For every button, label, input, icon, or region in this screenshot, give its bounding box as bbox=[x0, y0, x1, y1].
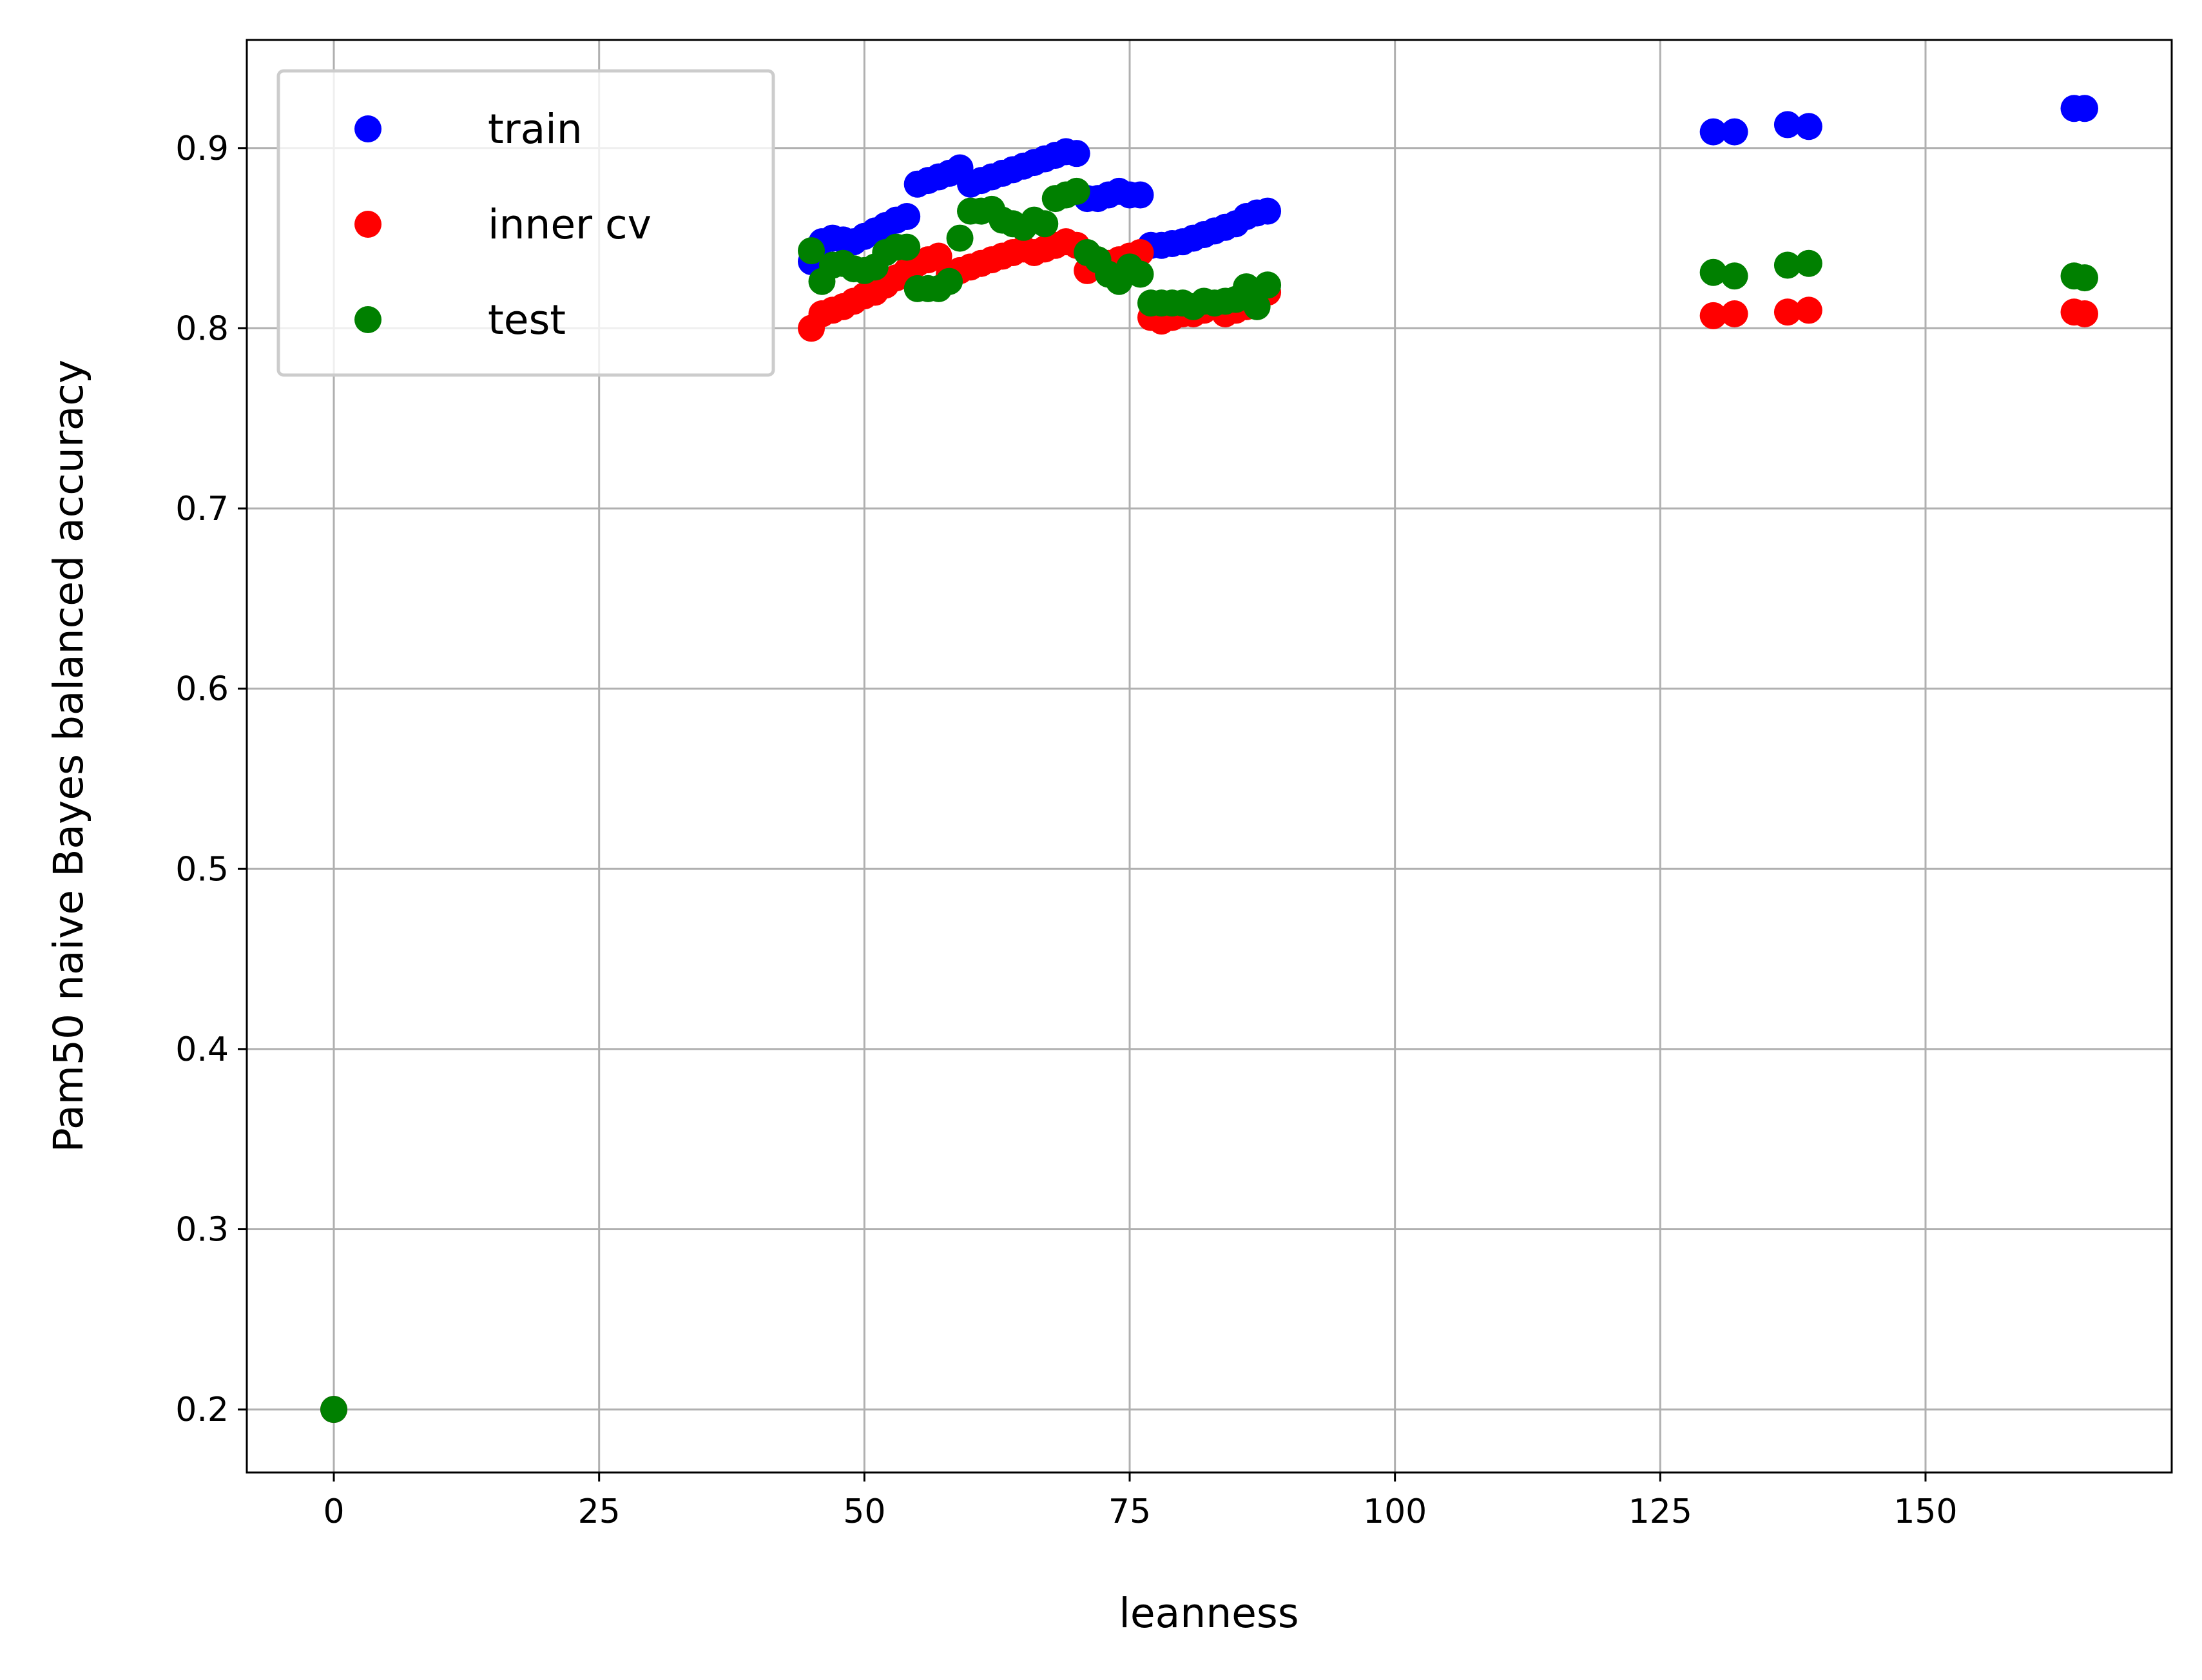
data-point bbox=[798, 237, 826, 265]
data-point bbox=[1795, 296, 1822, 324]
data-point bbox=[1243, 293, 1271, 320]
legend-box bbox=[276, 69, 775, 377]
data-point bbox=[1699, 118, 1727, 146]
legend-marker bbox=[354, 306, 381, 333]
y-tick-label: 0.6 bbox=[175, 670, 229, 709]
y-tick-label: 0.5 bbox=[175, 850, 229, 889]
x-tick-label: 75 bbox=[1108, 1492, 1151, 1531]
legend-label: train bbox=[488, 106, 583, 153]
data-point bbox=[1773, 251, 1801, 279]
x-tick-label: 0 bbox=[323, 1492, 344, 1531]
data-point bbox=[1063, 177, 1090, 205]
data-point bbox=[1721, 262, 1748, 290]
y-tick-label: 0.9 bbox=[175, 130, 229, 168]
legend-label: test bbox=[488, 296, 566, 343]
y-tick-label: 0.2 bbox=[175, 1391, 229, 1429]
data-point bbox=[2071, 95, 2098, 122]
data-point bbox=[946, 224, 974, 252]
legend-marker bbox=[354, 211, 381, 238]
data-point bbox=[1699, 302, 1727, 329]
data-point bbox=[1126, 260, 1154, 288]
y-tick-label: 0.7 bbox=[175, 490, 229, 528]
data-point bbox=[1233, 273, 1260, 301]
data-point bbox=[936, 267, 963, 295]
data-point bbox=[1699, 258, 1727, 286]
grid-lines bbox=[247, 40, 2172, 1472]
x-tick-label: 125 bbox=[1628, 1492, 1692, 1531]
x-axis: 0 25 50 75 100 125 150 bbox=[323, 1472, 1958, 1531]
data-point bbox=[1773, 111, 1801, 139]
y-tick-label: 0.4 bbox=[175, 1030, 229, 1069]
data-point bbox=[1031, 210, 1059, 238]
legend-label: inner cv bbox=[488, 201, 652, 248]
data-point bbox=[320, 1396, 348, 1424]
plot-frame bbox=[246, 39, 2173, 1474]
y-tick-label: 0.3 bbox=[175, 1211, 229, 1250]
legend: train inner cv test bbox=[276, 69, 775, 377]
x-tick-label: 50 bbox=[843, 1492, 885, 1531]
y-axis-label: Pam50 naive Bayes balanced accuracy bbox=[45, 360, 92, 1152]
legend-marker bbox=[354, 115, 381, 142]
x-axis-label: leanness bbox=[1119, 1590, 1299, 1637]
data-point bbox=[1795, 249, 1822, 277]
data-point bbox=[1795, 113, 1822, 140]
y-tick-label: 0.8 bbox=[175, 309, 229, 348]
data-point bbox=[1773, 298, 1801, 326]
data-point bbox=[893, 203, 921, 231]
data-point bbox=[1721, 300, 1748, 328]
data-point bbox=[1721, 118, 1748, 146]
x-tick-label: 25 bbox=[578, 1492, 621, 1531]
data-point bbox=[1126, 181, 1154, 209]
data-point bbox=[893, 233, 921, 261]
data-points bbox=[320, 95, 2098, 1424]
data-point bbox=[2071, 300, 2098, 328]
data-point bbox=[1254, 271, 1282, 299]
data-point bbox=[1063, 140, 1090, 168]
y-axis: 0.2 0.3 0.4 0.5 0.6 0.7 0.8 0.9 bbox=[175, 130, 247, 1429]
series-test bbox=[320, 177, 2098, 1424]
data-point bbox=[2071, 264, 2098, 292]
x-tick-label: 100 bbox=[1363, 1492, 1427, 1531]
x-tick-label: 150 bbox=[1893, 1492, 1957, 1531]
data-point bbox=[1254, 197, 1282, 225]
